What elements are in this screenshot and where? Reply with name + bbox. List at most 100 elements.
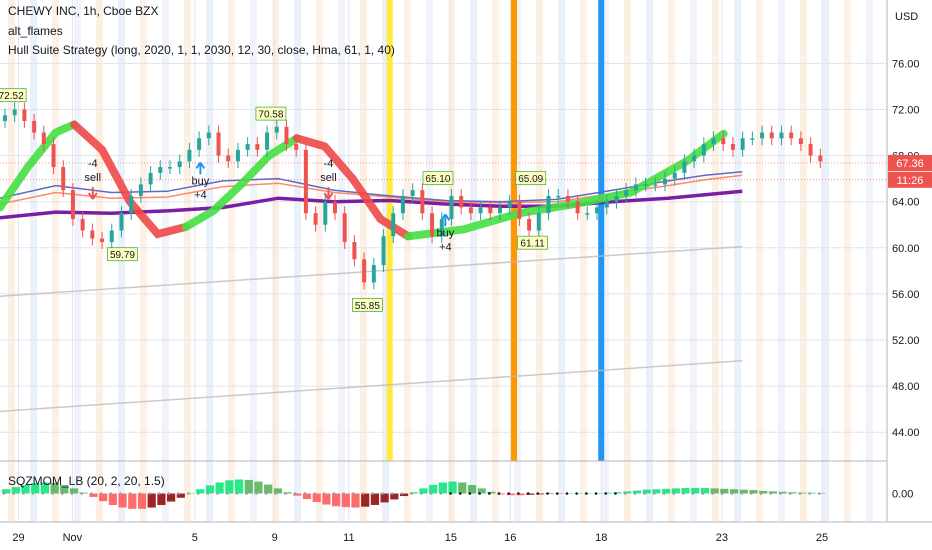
squeeze-dot	[371, 492, 375, 495]
candle-body	[507, 201, 512, 208]
session-band	[316, 0, 323, 522]
candle-body	[381, 236, 386, 266]
squeeze-dot	[759, 492, 763, 495]
candle-body	[439, 218, 444, 237]
oscillator-bar	[2, 489, 11, 494]
squeeze-dot	[361, 492, 365, 495]
candle-body	[818, 155, 823, 162]
price-tag-text: 67.36	[896, 158, 924, 170]
squeeze-dot	[750, 492, 753, 495]
squeeze-dot	[400, 492, 404, 495]
candle-body	[808, 144, 813, 156]
candle-body	[604, 201, 609, 208]
oscillator-bar	[506, 493, 515, 496]
price-tick-label: 48.00	[892, 381, 920, 393]
squeeze-dot	[652, 492, 656, 495]
candle-body	[430, 213, 435, 237]
candle-body	[730, 144, 735, 150]
oscillator-bar	[526, 493, 535, 495]
price-tick-label: 56.00	[892, 289, 920, 301]
oscillator-bar	[108, 493, 117, 505]
oscillator-bar	[603, 492, 612, 494]
time-tick-label: 25	[816, 532, 828, 544]
oscillator-bar	[759, 490, 768, 494]
squeeze-dot	[342, 492, 346, 495]
oscillator-bar	[613, 492, 622, 494]
candle-body	[614, 195, 619, 202]
oscillator-bar	[535, 493, 545, 495]
price-label-text: 65.09	[518, 174, 543, 185]
oscillator-bar	[797, 492, 807, 494]
squeeze-dot	[711, 492, 714, 495]
price-axis[interactable]: 76.0072.0068.0064.0060.0056.0052.0048.00…	[892, 58, 920, 439]
price-label-box	[515, 171, 547, 186]
symbol-title[interactable]: CHEWY INC, 1h, Cboe BZX	[8, 4, 159, 18]
session-band	[756, 0, 763, 522]
squeeze-dot	[594, 492, 598, 495]
session-band	[778, 0, 785, 522]
oscillator-bar	[555, 493, 564, 494]
candle-body	[643, 184, 648, 186]
session-band	[690, 0, 697, 522]
candle-body	[750, 138, 755, 140]
session-band	[624, 0, 631, 522]
squeeze-dot	[313, 492, 316, 495]
squeeze-dot	[808, 492, 811, 495]
squeeze-dot	[177, 492, 181, 495]
squeeze-dot	[478, 492, 481, 495]
oscillator-axis[interactable]: 0.00	[892, 489, 913, 501]
squeeze-dot	[22, 492, 25, 495]
session-band	[250, 0, 257, 522]
candle-body	[740, 138, 745, 150]
price-label-text: 61.11	[520, 239, 545, 250]
squeeze-dot	[614, 492, 617, 495]
indicator-legend-alt-flames[interactable]: alt_flames	[8, 24, 63, 38]
session-band	[426, 0, 433, 522]
time-axis[interactable]: 29 Nov 5 9 11 15 16 18 23 25	[12, 532, 828, 544]
candle-body	[303, 149, 308, 214]
squeeze-dot	[51, 492, 54, 495]
oscillator-bar	[205, 485, 215, 494]
candle-body	[391, 213, 396, 237]
indicator-legend-hull-suite[interactable]: Hull Suite Strategy (long, 2020, 1, 1, 2…	[8, 43, 395, 57]
oscillator-bar	[322, 493, 331, 505]
ma-line	[0, 359, 743, 413]
oscillator-bar	[370, 493, 380, 505]
oscillator-bar	[729, 489, 739, 494]
oscillator-legend[interactable]: SQZMOM_LB (20, 2, 20, 1.5)	[8, 474, 165, 488]
signal-arrow	[195, 161, 206, 175]
candle-body	[294, 144, 299, 150]
candle-body	[595, 207, 600, 214]
squeeze-dot	[507, 492, 511, 495]
candle-body	[585, 213, 590, 215]
squeeze-dot	[497, 492, 501, 495]
price-label-box	[352, 298, 383, 312]
oscillator-bar	[128, 493, 137, 509]
squeeze-dot	[682, 492, 685, 495]
price-tick-label: 72.00	[892, 104, 920, 116]
signal-text: +4	[194, 189, 207, 201]
candle-body	[313, 213, 318, 225]
squeeze-dot	[420, 492, 423, 495]
squeeze-dot	[672, 492, 676, 495]
oscillator-bar	[157, 493, 166, 505]
oscillator-bar	[642, 489, 651, 494]
oscillator-bar	[390, 493, 399, 500]
time-tick-label: 5	[192, 532, 198, 544]
squeeze-dot	[662, 492, 666, 495]
squeeze-dot	[187, 492, 190, 495]
squeeze-dot	[575, 492, 578, 495]
oscillator-bar	[40, 482, 50, 494]
oscillator-bar	[361, 493, 370, 507]
oscillator-bar	[31, 483, 40, 494]
oscillator-tick-label: 0.00	[892, 489, 913, 501]
candle-body	[177, 161, 182, 168]
candle-body	[235, 149, 240, 162]
vertical-markers	[386, 0, 605, 461]
candle-body	[168, 167, 172, 169]
oscillator-bar	[564, 493, 574, 494]
hull-segment	[181, 134, 301, 231]
vertical-marker	[386, 0, 393, 461]
squeeze-dot	[245, 492, 248, 495]
